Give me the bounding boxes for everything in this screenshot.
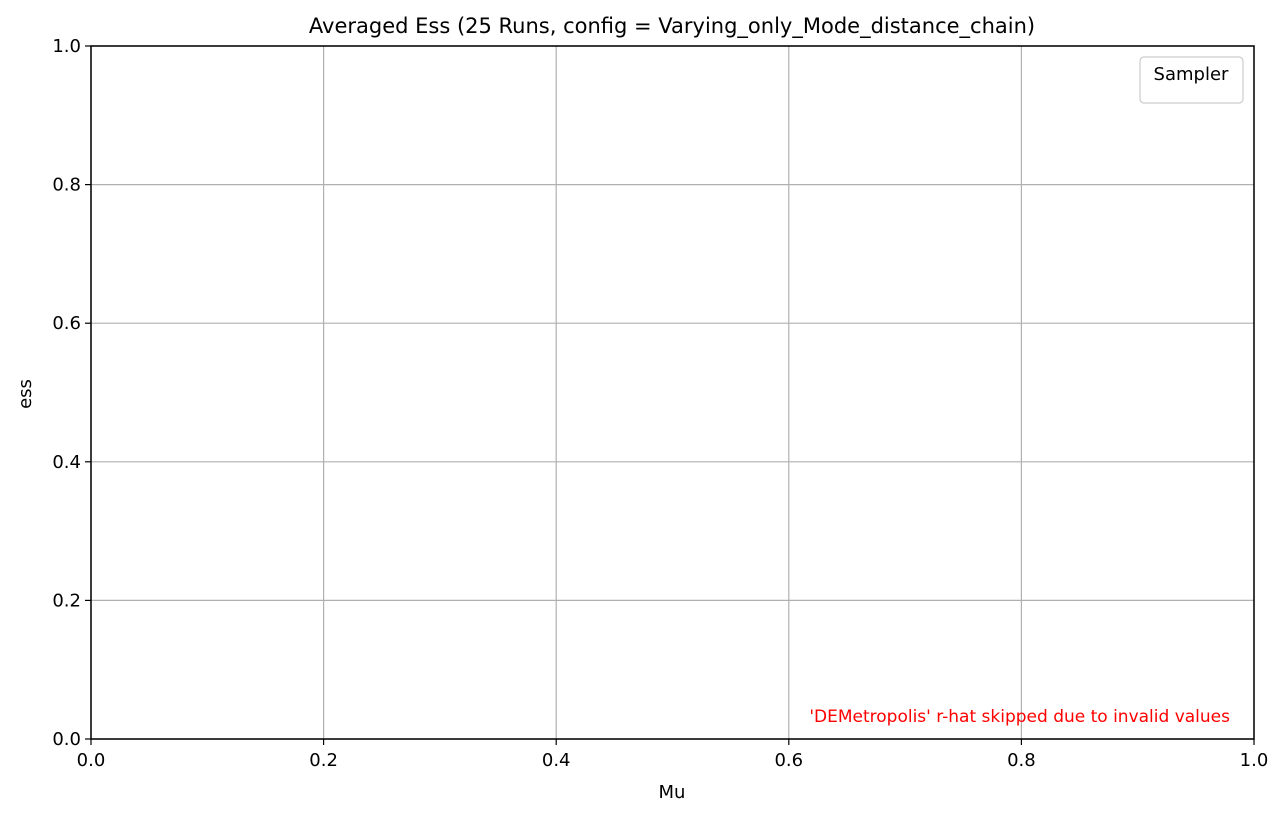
x-tick-label: 0.2 xyxy=(309,750,338,771)
y-tick-label: 1.0 xyxy=(52,36,81,57)
y-tick-label: 0.4 xyxy=(52,452,81,473)
x-tick-label: 1.0 xyxy=(1240,750,1269,771)
x-tick-label: 0.6 xyxy=(774,750,803,771)
annotation-text: 'DEMetropolis' r-hat skipped due to inva… xyxy=(809,707,1230,727)
y-tick-label: 0.8 xyxy=(52,175,81,196)
y-tick-label: 0.6 xyxy=(52,313,81,334)
x-tick-label: 0.8 xyxy=(1007,750,1036,771)
chart-title: Averaged Ess (25 Runs, config = Varying_… xyxy=(309,14,1035,39)
y-tick-label: 0.0 xyxy=(52,729,81,750)
y-axis: 0.0 0.2 0.4 0.6 0.8 1.0 xyxy=(52,36,91,750)
axes-frame xyxy=(90,45,1255,740)
x-axis-label: Mu xyxy=(659,782,686,803)
x-tick-label: 0.4 xyxy=(542,750,571,771)
x-tick-label: 0.0 xyxy=(77,750,106,771)
y-tick-label: 0.2 xyxy=(52,590,81,611)
y-axis-label: ess xyxy=(15,379,36,409)
legend: Sampler xyxy=(1139,56,1244,104)
legend-box xyxy=(1139,56,1244,104)
x-axis: 0.0 0.2 0.4 0.6 0.8 1.0 xyxy=(77,739,1269,771)
legend-title: Sampler xyxy=(1154,64,1229,85)
annotations: 'DEMetropolis' r-hat skipped due to inva… xyxy=(809,707,1230,727)
